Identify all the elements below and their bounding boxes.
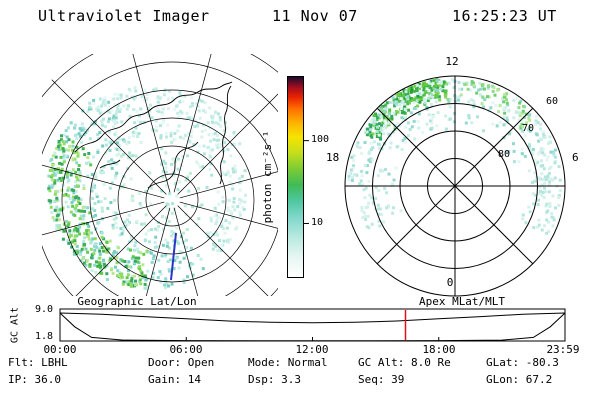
mlt-label-18: 18 bbox=[326, 151, 340, 164]
colorbar-tick-100: 100 bbox=[311, 134, 330, 145]
coastlines bbox=[74, 81, 233, 189]
mlt-label-0: 0 bbox=[446, 276, 454, 289]
status-mode: Mode: Normal bbox=[248, 356, 328, 369]
spacecraft-track bbox=[170, 232, 177, 281]
header-date: 11 Nov 07 bbox=[272, 7, 358, 25]
xtick-1200: 12:00 bbox=[295, 343, 329, 356]
status-dsp: Dsp: 3.3 bbox=[248, 373, 301, 386]
colorbar bbox=[287, 76, 304, 278]
timeline-ymin: 1.8 bbox=[34, 331, 53, 342]
colorbar-axis-label: photon cm⁻²s⁻¹ bbox=[260, 130, 274, 224]
status-flt: Flt: LBHL bbox=[8, 356, 68, 369]
status-glon: GLon: 67.2 bbox=[486, 373, 553, 386]
status-gain: Gain: 14 bbox=[148, 373, 201, 386]
timeline-ymax: 9.0 bbox=[34, 304, 53, 315]
right-panel-title: Apex MLat/MLT bbox=[418, 295, 506, 308]
status-glat: GLat: -80.3 bbox=[486, 356, 559, 369]
colorbar-tick-10: 10 bbox=[311, 217, 324, 228]
status-ip: IP: 36.0 bbox=[8, 373, 61, 386]
status-door: Door: Open bbox=[148, 356, 215, 369]
left-panel-title: Geographic Lat/Lon bbox=[77, 295, 197, 308]
geo-aurora-dots bbox=[47, 86, 248, 291]
geo-grid bbox=[42, 54, 278, 296]
xtick-0600: 06:00 bbox=[169, 343, 203, 356]
timeline-ylabel: GC Alt bbox=[9, 306, 21, 344]
status-gc-alt: GC Alt: 8.0 Re bbox=[358, 356, 451, 369]
apex-aurora-dots bbox=[347, 78, 562, 235]
xtick-0000: 00:00 bbox=[43, 343, 77, 356]
xtick-2359: 23:59 bbox=[546, 343, 580, 356]
mlat-label-70: 70 bbox=[522, 123, 535, 134]
mlat-label-80: 80 bbox=[498, 149, 511, 160]
mlat-label-60: 60 bbox=[546, 96, 559, 107]
mlt-label-12: 12 bbox=[445, 55, 459, 68]
gc-alt-plot bbox=[59, 308, 566, 342]
apex-grid bbox=[344, 75, 566, 297]
app-title: Ultraviolet Imager bbox=[38, 7, 210, 25]
status-seq: Seq: 39 bbox=[358, 373, 405, 386]
xtick-1800: 18:00 bbox=[422, 343, 456, 356]
mlt-label-6: 6 bbox=[572, 151, 579, 164]
header-time: 16:25:23 UT bbox=[452, 7, 557, 25]
